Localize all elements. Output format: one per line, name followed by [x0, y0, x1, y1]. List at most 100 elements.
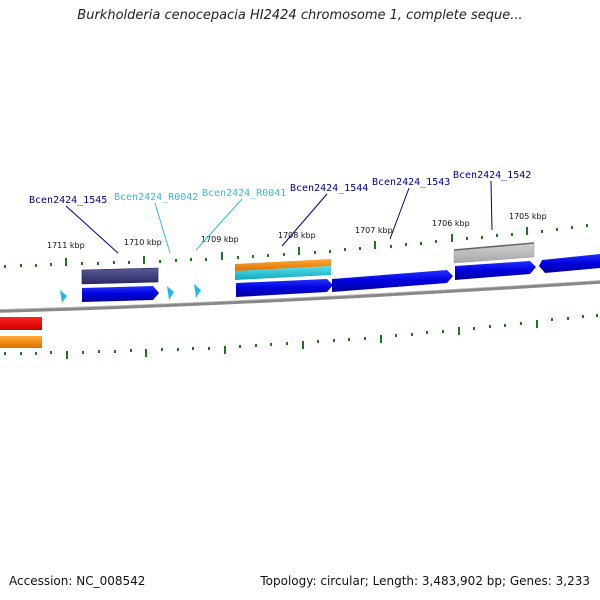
feature-track-upper[interactable]	[81, 242, 535, 285]
tick-mark	[526, 227, 528, 235]
tick-mark	[190, 258, 192, 261]
tick-mark	[442, 330, 444, 333]
tick-mark	[481, 236, 483, 239]
tick-mark	[130, 349, 132, 352]
outer-tick-track	[4, 224, 588, 268]
tick-mark	[420, 242, 422, 245]
label-bcen2424-1544[interactable]: Bcen2424_1544	[290, 183, 368, 194]
tick-mark	[252, 255, 254, 258]
tick-mark	[511, 233, 513, 236]
tick-mark	[344, 248, 346, 251]
tick-mark	[571, 226, 573, 229]
tick-mark	[411, 333, 413, 336]
tick-mark	[348, 338, 350, 341]
tick-mark	[556, 228, 558, 231]
feature-red[interactable]	[0, 317, 42, 330]
tick-label-1710: 1710 kbp	[124, 238, 162, 247]
trna-arrow-r0042[interactable]	[167, 286, 174, 300]
tick-mark	[50, 263, 52, 266]
tick-mark	[255, 344, 257, 347]
tick-mark	[329, 250, 331, 253]
tick-mark	[98, 350, 100, 353]
gene-arrow-bcen2424-1544[interactable]	[236, 279, 333, 297]
tick-mark	[65, 258, 67, 266]
tick-mark	[298, 247, 300, 255]
topology-text: Topology: circular; Length: 3,483,902 bp…	[260, 574, 590, 588]
tick-mark	[81, 262, 83, 265]
tick-mark	[159, 260, 161, 263]
tick-mark	[374, 241, 376, 249]
feature-track-lower[interactable]	[0, 317, 42, 348]
tick-mark	[161, 348, 163, 351]
tick-mark	[205, 258, 207, 261]
tick-mark	[596, 314, 598, 317]
tick-label-1707: 1707 kbp	[355, 226, 393, 235]
tick-mark	[395, 334, 397, 337]
feature-orange[interactable]	[235, 259, 331, 271]
tick-mark	[20, 264, 22, 267]
tick-mark	[237, 256, 239, 259]
tick-label-1705: 1705 kbp	[509, 212, 547, 221]
tick-mark	[426, 331, 428, 334]
leader-bcen2424-1544	[281, 193, 328, 247]
tick-mark	[302, 341, 304, 349]
kbp-labels: 1711 kbp 1710 kbp 1709 kbp 1708 kbp 1707…	[47, 212, 547, 250]
trna-arrow-r0041[interactable]	[194, 284, 201, 298]
tick-mark	[520, 322, 522, 325]
gene-arrow-bcen2424-1542[interactable]	[455, 261, 536, 280]
gene-arrow-next[interactable]	[539, 254, 600, 273]
tick-mark	[586, 224, 588, 227]
leader-bcen2424-1542	[490, 180, 493, 231]
gene-arrow-bcen2424-1545[interactable]	[82, 286, 159, 302]
tick-mark	[541, 230, 543, 233]
label-bcen2424-1543[interactable]: Bcen2424_1543	[372, 177, 450, 188]
label-bcen2424-1545[interactable]: Bcen2424_1545	[29, 195, 107, 206]
tick-mark	[270, 343, 272, 346]
tick-mark	[224, 346, 226, 354]
tick-mark	[380, 335, 382, 343]
tick-mark	[451, 234, 453, 242]
tick-mark	[567, 317, 569, 320]
tick-mark	[504, 324, 506, 327]
label-leaders	[65, 180, 493, 254]
tick-mark	[390, 245, 392, 248]
chromosome-backbone	[0, 280, 600, 313]
tick-mark	[314, 251, 316, 254]
leader-bcen2424-r0042	[154, 202, 171, 254]
tick-mark	[458, 327, 460, 335]
feature-bcen2424-1545[interactable]	[81, 267, 159, 285]
chromosome-backbone-highlight	[0, 280, 600, 310]
inner-tick-track	[4, 314, 598, 359]
label-bcen2424-r0042[interactable]: Bcen2424_R0042	[114, 192, 198, 203]
tick-mark	[4, 265, 6, 268]
tick-mark	[551, 318, 553, 321]
tick-label-1711: 1711 kbp	[47, 241, 85, 250]
leader-bcen2424-1543	[389, 187, 410, 240]
trna-arrow-1[interactable]	[60, 290, 67, 303]
leader-bcen2424-r0041	[195, 198, 243, 251]
label-bcen2424-r0041[interactable]: Bcen2424_R0041	[202, 188, 286, 199]
tick-mark	[114, 350, 116, 353]
tick-mark	[283, 253, 285, 256]
gene-track[interactable]	[60, 254, 600, 303]
gene-arrow-bcen2424-1543[interactable]	[332, 270, 453, 292]
feature-cyan[interactable]	[235, 266, 331, 280]
label-bcen2424-1542[interactable]: Bcen2424_1542	[453, 170, 531, 181]
tick-mark	[536, 320, 538, 328]
tick-mark	[128, 261, 130, 264]
tick-mark	[50, 351, 52, 354]
tick-mark	[466, 237, 468, 240]
tick-mark	[113, 261, 115, 264]
tick-mark	[473, 327, 475, 330]
page-title: Burkholderia cenocepacia HI2424 chromoso…	[77, 8, 523, 23]
tick-mark	[97, 262, 99, 265]
tick-mark	[66, 351, 68, 359]
gene-labels[interactable]: Bcen2424_1545 Bcen2424_R0042 Bcen2424_R0…	[29, 170, 531, 206]
tick-mark	[192, 347, 194, 350]
tick-mark	[145, 349, 147, 357]
tick-label-1706: 1706 kbp	[432, 219, 470, 228]
feature-orange-lower[interactable]	[0, 336, 42, 348]
tick-mark	[82, 351, 84, 354]
